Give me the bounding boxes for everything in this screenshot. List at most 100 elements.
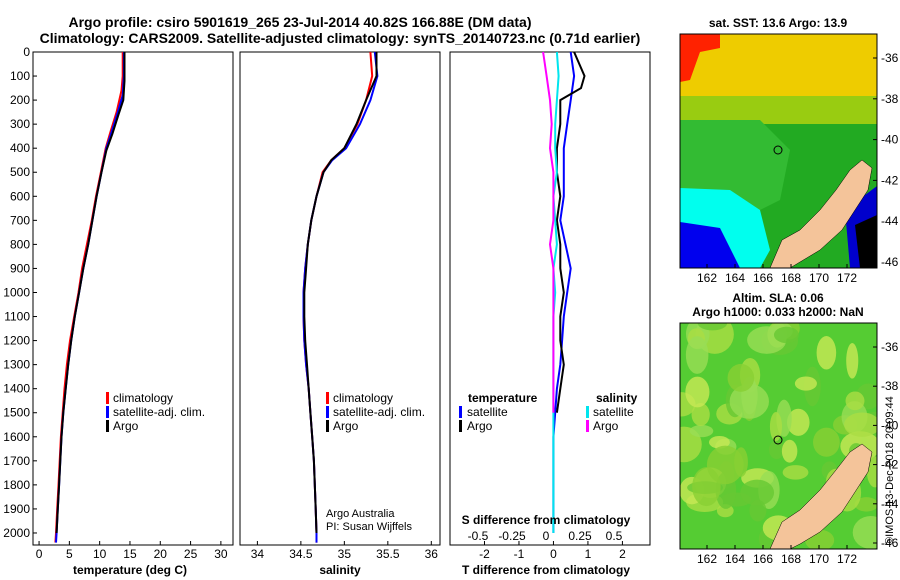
s-difference-ticks: -0.5 -0.25 0 0.25 0.5 <box>468 529 623 543</box>
depth-tick-label: 1600 <box>3 430 30 444</box>
depth-tick-label: 0 <box>23 45 30 59</box>
map-y-tick-label: -44 <box>881 497 899 511</box>
sst-argo-marker <box>773 145 783 155</box>
legend-swatch-s-satellite <box>586 406 589 418</box>
temp-x-tick-label: 5 <box>66 547 73 561</box>
sla-anomaly-blob <box>786 408 810 436</box>
temperature-lines <box>54 52 126 543</box>
sla-anomaly-blob <box>782 465 809 480</box>
map-x-tick-label: 164 <box>725 552 745 566</box>
diff-s-satellite-line <box>552 51 560 533</box>
sla-anomaly-blob <box>781 439 798 463</box>
sla-map-title-line2: Argo h1000: 0.033 h2000: NaN <box>692 305 863 319</box>
depth-tick-label: 400 <box>10 141 30 155</box>
salinity-xlabel: salinity <box>319 563 361 577</box>
depth-tick-label: 1700 <box>3 454 30 468</box>
s-diff-tick-label: 0 <box>543 529 550 543</box>
diff-s-argo-line <box>542 51 555 413</box>
sla-anomaly-blob <box>816 336 837 370</box>
sst-new-zealand-land <box>769 159 873 268</box>
temperature-panel: 0100200300400500600700800900100011001200… <box>3 45 454 577</box>
sla-new-zealand-land <box>769 443 873 549</box>
difference-xlabel: T difference from climatology <box>462 563 630 577</box>
depth-tick-label: 800 <box>10 237 30 251</box>
difference-legend: temperature satellite Argo salinity sate… <box>459 391 638 433</box>
map-x-tick-label: 168 <box>781 271 801 285</box>
map-y-tick-label: -40 <box>881 133 899 147</box>
map-y-tick-label: -38 <box>881 92 899 106</box>
map-x-tick-label: 172 <box>837 271 857 285</box>
sla-anomaly-blob <box>852 516 877 549</box>
s-diff-tick-label: 0.25 <box>568 529 592 543</box>
temperature-x-axis: 0 5 10 15 20 25 30 <box>36 541 228 561</box>
sla-anomaly-blob <box>813 427 840 457</box>
map-x-tick-label: 170 <box>809 552 829 566</box>
diff-x-tick-label: 0 <box>550 547 557 561</box>
salinity-legend: climatology satellite-adj. clim. Argo <box>326 391 425 433</box>
legend-label-satellite-s: satellite-adj. clim. <box>333 405 425 419</box>
depth-tick-label: 1400 <box>3 382 30 396</box>
legend-label-argo: Argo <box>113 419 139 433</box>
map-y-tick-label: -42 <box>881 458 899 472</box>
legend-swatch-climatology <box>106 392 109 404</box>
legend-title-salinity: salinity <box>596 391 638 405</box>
legend-label-s-argo: Argo <box>593 419 619 433</box>
diff-x-tick-label: -2 <box>479 547 490 561</box>
sal-argo-line <box>303 52 378 534</box>
salinity-axes-frame <box>239 51 441 546</box>
difference-xlabel-top: S difference from climatology <box>462 513 631 527</box>
depth-tick-label: 900 <box>10 261 30 275</box>
sla-map-panel: Altim. SLA: 0.06 Argo h1000: 0.033 h2000… <box>679 291 899 566</box>
sla-anomaly-blob <box>773 326 799 344</box>
sst-land-mask <box>855 215 877 268</box>
temp-x-tick-label: 10 <box>93 547 107 561</box>
sla-anomaly-blob <box>692 467 721 507</box>
map-y-tick-label: -36 <box>881 51 899 65</box>
map-x-tick-label: 164 <box>725 271 745 285</box>
legend-label-t-argo: Argo <box>467 419 493 433</box>
sst-hot-patch <box>680 34 720 82</box>
map-x-tick-label: 172 <box>837 552 857 566</box>
depth-tick-label: 1900 <box>3 502 30 516</box>
depth-tick-label: 600 <box>10 189 30 203</box>
sst-map-title: sat. SST: 13.6 Argo: 13.9 <box>709 16 848 30</box>
temperature-legend: climatology satellite-adj. clim. Argo <box>106 391 205 433</box>
diff-t-argo-line <box>555 51 586 413</box>
sal-x-tick-label: 34 <box>251 547 265 561</box>
sal-x-tick-label: 35 <box>338 547 352 561</box>
map-x-tick-label: 166 <box>753 552 773 566</box>
sla-anomaly-blob <box>729 383 769 419</box>
depth-tick-label: 200 <box>10 93 30 107</box>
imos-stamp: ©IMOS 13-Dec-2018 20:09:44 <box>884 396 896 545</box>
sal-x-tick-label: 36 <box>425 547 439 561</box>
map-y-tick-label: -46 <box>881 536 899 550</box>
map-x-tick-label: 162 <box>697 271 717 285</box>
temperature-axes-frame <box>32 51 234 546</box>
diff-x-tick-label: 2 <box>619 547 626 561</box>
diff-x-tick-label: -1 <box>514 547 525 561</box>
legend-swatch-argo-s <box>326 420 329 432</box>
s-diff-tick-label: -0.25 <box>498 529 526 543</box>
difference-lines <box>542 51 586 533</box>
map-x-tick-label: 166 <box>753 271 773 285</box>
map-y-tick-label: -40 <box>881 418 899 432</box>
sla-anomaly-blob <box>709 435 730 449</box>
s-diff-tick-label: -0.5 <box>468 529 489 543</box>
map-x-tick-label: 170 <box>809 271 829 285</box>
depth-tick-label: 1300 <box>3 358 30 372</box>
difference-panel: -2 -1 0 1 2 T difference from climatology S … <box>449 51 651 577</box>
legend-label-s-satellite: satellite <box>593 405 634 419</box>
sla-anomaly-blob <box>691 403 710 426</box>
legend-label-climatology-s: climatology <box>333 391 393 405</box>
map-y-tick-label: -38 <box>881 379 899 393</box>
temperature-xlabel: temperature (deg C) <box>73 563 187 577</box>
salinity-panel: 34 34.5 35 35.5 36 salinity climatology sate… <box>239 51 441 577</box>
sla-anomaly-blob <box>844 412 877 437</box>
sst-map-axes: 162 164 166 168 170 172 -36 -38 -40 -42 -44 -46 <box>697 51 899 285</box>
sal-x-tick-label: 35.5 <box>376 547 400 561</box>
sla-anomaly-field <box>680 323 877 549</box>
depth-tick-label: 2000 <box>3 526 30 540</box>
sla-anomaly-blob <box>854 497 877 512</box>
temp-x-tick-label: 20 <box>154 547 168 561</box>
legend-swatch-satellite-s <box>326 406 329 418</box>
